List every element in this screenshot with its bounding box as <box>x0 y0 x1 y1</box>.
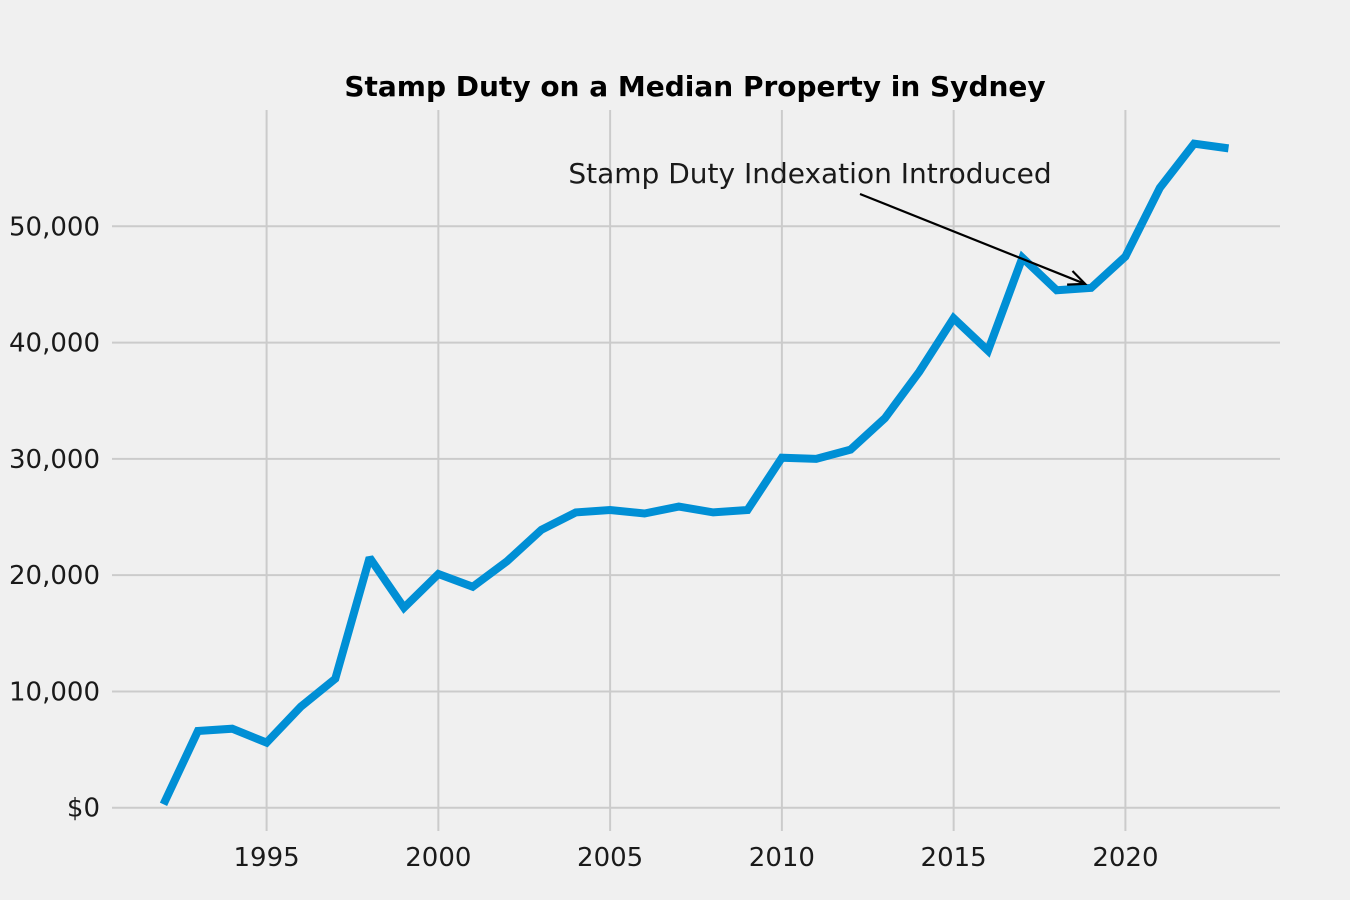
annotation-arrowhead <box>1067 270 1088 286</box>
tick-layer: $0 10,000 20,000 30,000 40,000 50,000 1995 2000… <box>9 212 1158 873</box>
y-tick-label: 20,000 <box>9 561 100 591</box>
y-tick-label: $0 <box>67 794 100 824</box>
x-tick-label: 2000 <box>405 843 471 873</box>
grid-layer <box>112 110 1280 831</box>
data-layer <box>159 139 1230 806</box>
x-tick-label: 2010 <box>749 843 815 873</box>
series-line <box>159 139 1230 806</box>
y-tick-label: 30,000 <box>9 445 100 475</box>
annotation-layer: Stamp Duty Indexation Introduced <box>568 157 1088 286</box>
y-tick-label: 10,000 <box>9 677 100 707</box>
annotation-arrow <box>859 192 1086 285</box>
chart-title: Stamp Duty on a Median Property in Sydne… <box>344 70 1045 103</box>
x-tick-label: 1995 <box>234 843 300 873</box>
x-tick-label: 2015 <box>921 843 987 873</box>
annotation-text: Stamp Duty Indexation Introduced <box>568 157 1051 190</box>
x-tick-label: 2020 <box>1092 843 1158 873</box>
x-tick-label: 2005 <box>577 843 643 873</box>
y-tick-label: 50,000 <box>9 212 100 242</box>
y-tick-label: 40,000 <box>9 329 100 359</box>
